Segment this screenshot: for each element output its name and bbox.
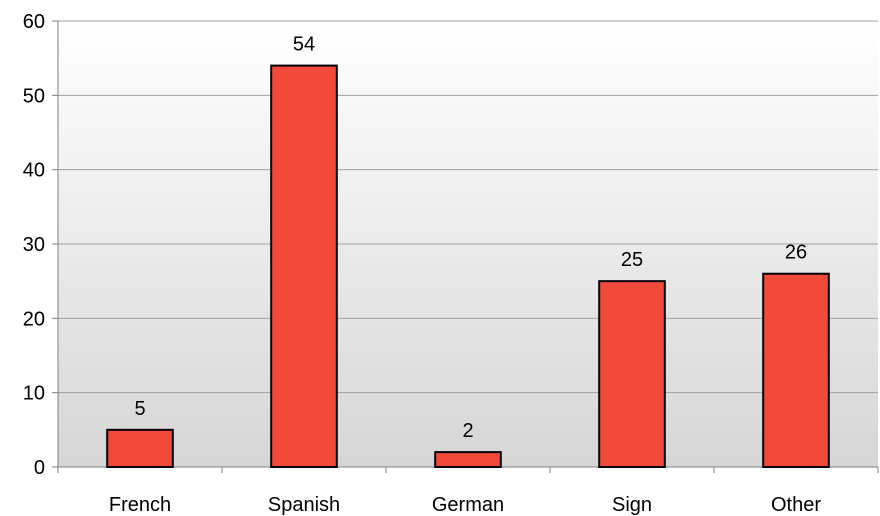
data-label-sign: 25 — [621, 249, 643, 271]
x-category-label: Spanish — [268, 494, 340, 516]
bar-other — [762, 272, 830, 468]
y-tick-label: 50 — [23, 85, 45, 107]
y-tick-label: 20 — [23, 308, 45, 330]
x-category-label: Other — [771, 494, 821, 516]
bar-french — [106, 428, 174, 469]
y-tick-label: 30 — [23, 234, 45, 256]
y-tick-label: 0 — [34, 457, 45, 479]
y-tick-label: 60 — [23, 11, 45, 33]
bar-spanish — [270, 64, 338, 468]
bar-sign — [598, 280, 666, 468]
data-label-other: 26 — [785, 242, 807, 264]
x-category-label: German — [432, 494, 504, 516]
y-tick-label: 40 — [23, 160, 45, 182]
data-label-german: 2 — [462, 420, 473, 442]
bar-german — [434, 451, 502, 468]
gridlines — [58, 20, 878, 394]
bars — [106, 64, 830, 469]
data-label-french: 5 — [134, 398, 145, 420]
x-category-label: Sign — [612, 494, 652, 516]
x-category-label: French — [109, 494, 171, 516]
y-tick-label: 10 — [23, 383, 45, 405]
data-label-spanish: 54 — [293, 34, 315, 56]
labels: 0 10 20 30 40 50 60 5 French 54 Spanish 2 German 25 Si… — [23, 11, 822, 516]
